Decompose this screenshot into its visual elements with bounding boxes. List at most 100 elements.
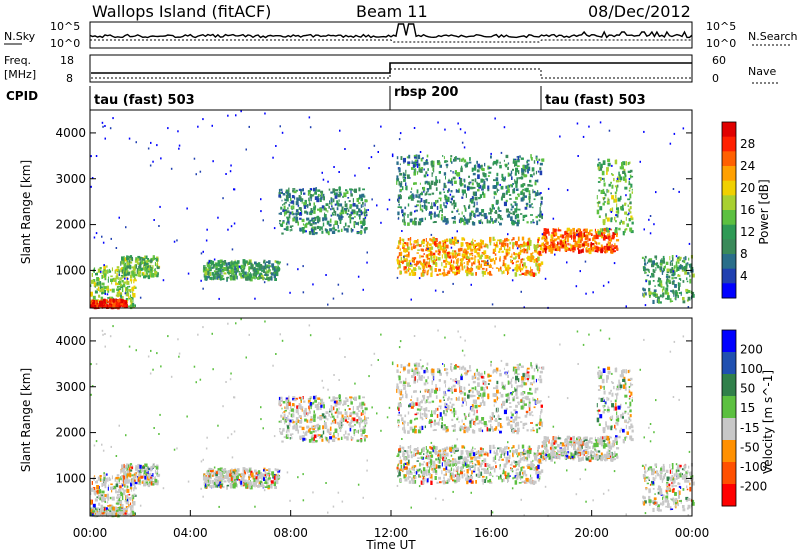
velocity-cell: [358, 416, 360, 420]
power-cell: [522, 218, 525, 221]
velocity-cell: [101, 490, 105, 494]
nsky-label: N.Sky: [4, 30, 36, 43]
power-cell: [407, 174, 410, 179]
velocity-cell: [270, 480, 274, 484]
velocity-cell: [322, 430, 325, 435]
velocity-cell: [90, 509, 93, 514]
power-cell: [413, 263, 416, 266]
velocity-cell: [266, 478, 268, 480]
power-cell: [478, 212, 482, 216]
power-cell: [104, 292, 106, 295]
velocity-cell: [131, 495, 133, 499]
velocity-cell: [90, 512, 92, 517]
power-cell: [423, 238, 425, 242]
power-cell: [624, 186, 628, 190]
power-cell: [597, 229, 599, 232]
power-cell: [315, 232, 318, 234]
power-cell: [503, 159, 505, 162]
velocity-cell: [336, 408, 338, 413]
power-cell: [103, 305, 107, 309]
power-cell: [232, 275, 235, 281]
velocity-cell: [289, 437, 291, 440]
date-title: 08/Dec/2012: [588, 2, 691, 21]
power-cell: [433, 260, 435, 264]
power-cell: [541, 236, 543, 240]
power-cell: [436, 273, 439, 276]
power-cell: [424, 269, 426, 274]
power-cell: [248, 125, 250, 128]
power-cell: [235, 261, 237, 264]
velocity-cell: [328, 413, 330, 417]
power-cell: [532, 221, 535, 224]
power-cell: [311, 229, 314, 233]
velocity-cell: [102, 478, 104, 482]
power-cell: [311, 226, 314, 229]
velocity-cell: [141, 481, 144, 484]
power-cell: [403, 162, 405, 164]
power-cell: [362, 205, 364, 208]
velocity-cell: [156, 464, 159, 468]
velocity-cell: [306, 425, 310, 429]
velocity-cell: [279, 428, 282, 430]
power-cell: [445, 160, 447, 163]
power-cell: [583, 234, 586, 237]
power-cell: [420, 255, 424, 258]
velocity-cell: [353, 429, 357, 431]
power-cell: [210, 267, 213, 269]
velocity-cell: [363, 420, 366, 424]
power-cell: [343, 226, 345, 229]
freq-tick-bottom: 8: [66, 72, 73, 85]
velocity-cell: [121, 464, 124, 469]
power-cell: [206, 263, 210, 268]
velocity-cell: [307, 399, 311, 403]
power-cell: [291, 195, 295, 199]
power-cell: [403, 213, 405, 216]
power-cell: [226, 266, 230, 269]
velocity-cell: [282, 401, 286, 404]
power-cell: [300, 192, 302, 195]
velocity-cell: [399, 445, 401, 449]
power-cell: [438, 250, 441, 254]
power-cell: [124, 292, 127, 295]
velocity-cell: [93, 508, 95, 511]
power-cell: [356, 198, 359, 202]
power-cell: [92, 295, 96, 300]
velocity-cell: [349, 423, 352, 428]
velocity-cell: [267, 485, 269, 487]
power-cell: [598, 201, 601, 204]
power-cell: [368, 167, 370, 170]
velocity-cell: [111, 489, 113, 493]
power-cell: [442, 272, 446, 277]
power-cell: [218, 274, 220, 279]
power-cell: [292, 188, 296, 190]
power-cell: [489, 274, 493, 276]
power-cell: [532, 206, 534, 209]
power-cell: [407, 214, 409, 218]
power-cell: [521, 176, 523, 180]
velocity-cell: [508, 476, 510, 479]
power-cell: [463, 238, 466, 241]
power-cell: [504, 245, 506, 251]
velocity-cell: [126, 470, 130, 474]
power-cell: [535, 245, 537, 247]
power-cell: [506, 185, 509, 189]
power-cell: [572, 231, 576, 235]
power-cell: [509, 246, 511, 252]
velocity-cell: [314, 404, 318, 408]
power-cell: [516, 222, 519, 227]
power-cell: [95, 232, 98, 235]
power-cell: [454, 236, 457, 241]
velocity-cell: [127, 506, 129, 510]
power-cell: [464, 131, 466, 134]
power-cell: [502, 179, 506, 182]
velocity-cell: [209, 470, 213, 473]
velocity-cell: [119, 485, 122, 489]
power-cell: [616, 239, 620, 242]
power-cell: [474, 178, 477, 183]
power-cell: [537, 238, 539, 243]
power-cell: [597, 166, 600, 170]
power-cell: [549, 238, 552, 242]
power-cell: [252, 273, 255, 276]
nave-tick-top: 60: [712, 54, 726, 67]
power-cell: [226, 276, 229, 279]
